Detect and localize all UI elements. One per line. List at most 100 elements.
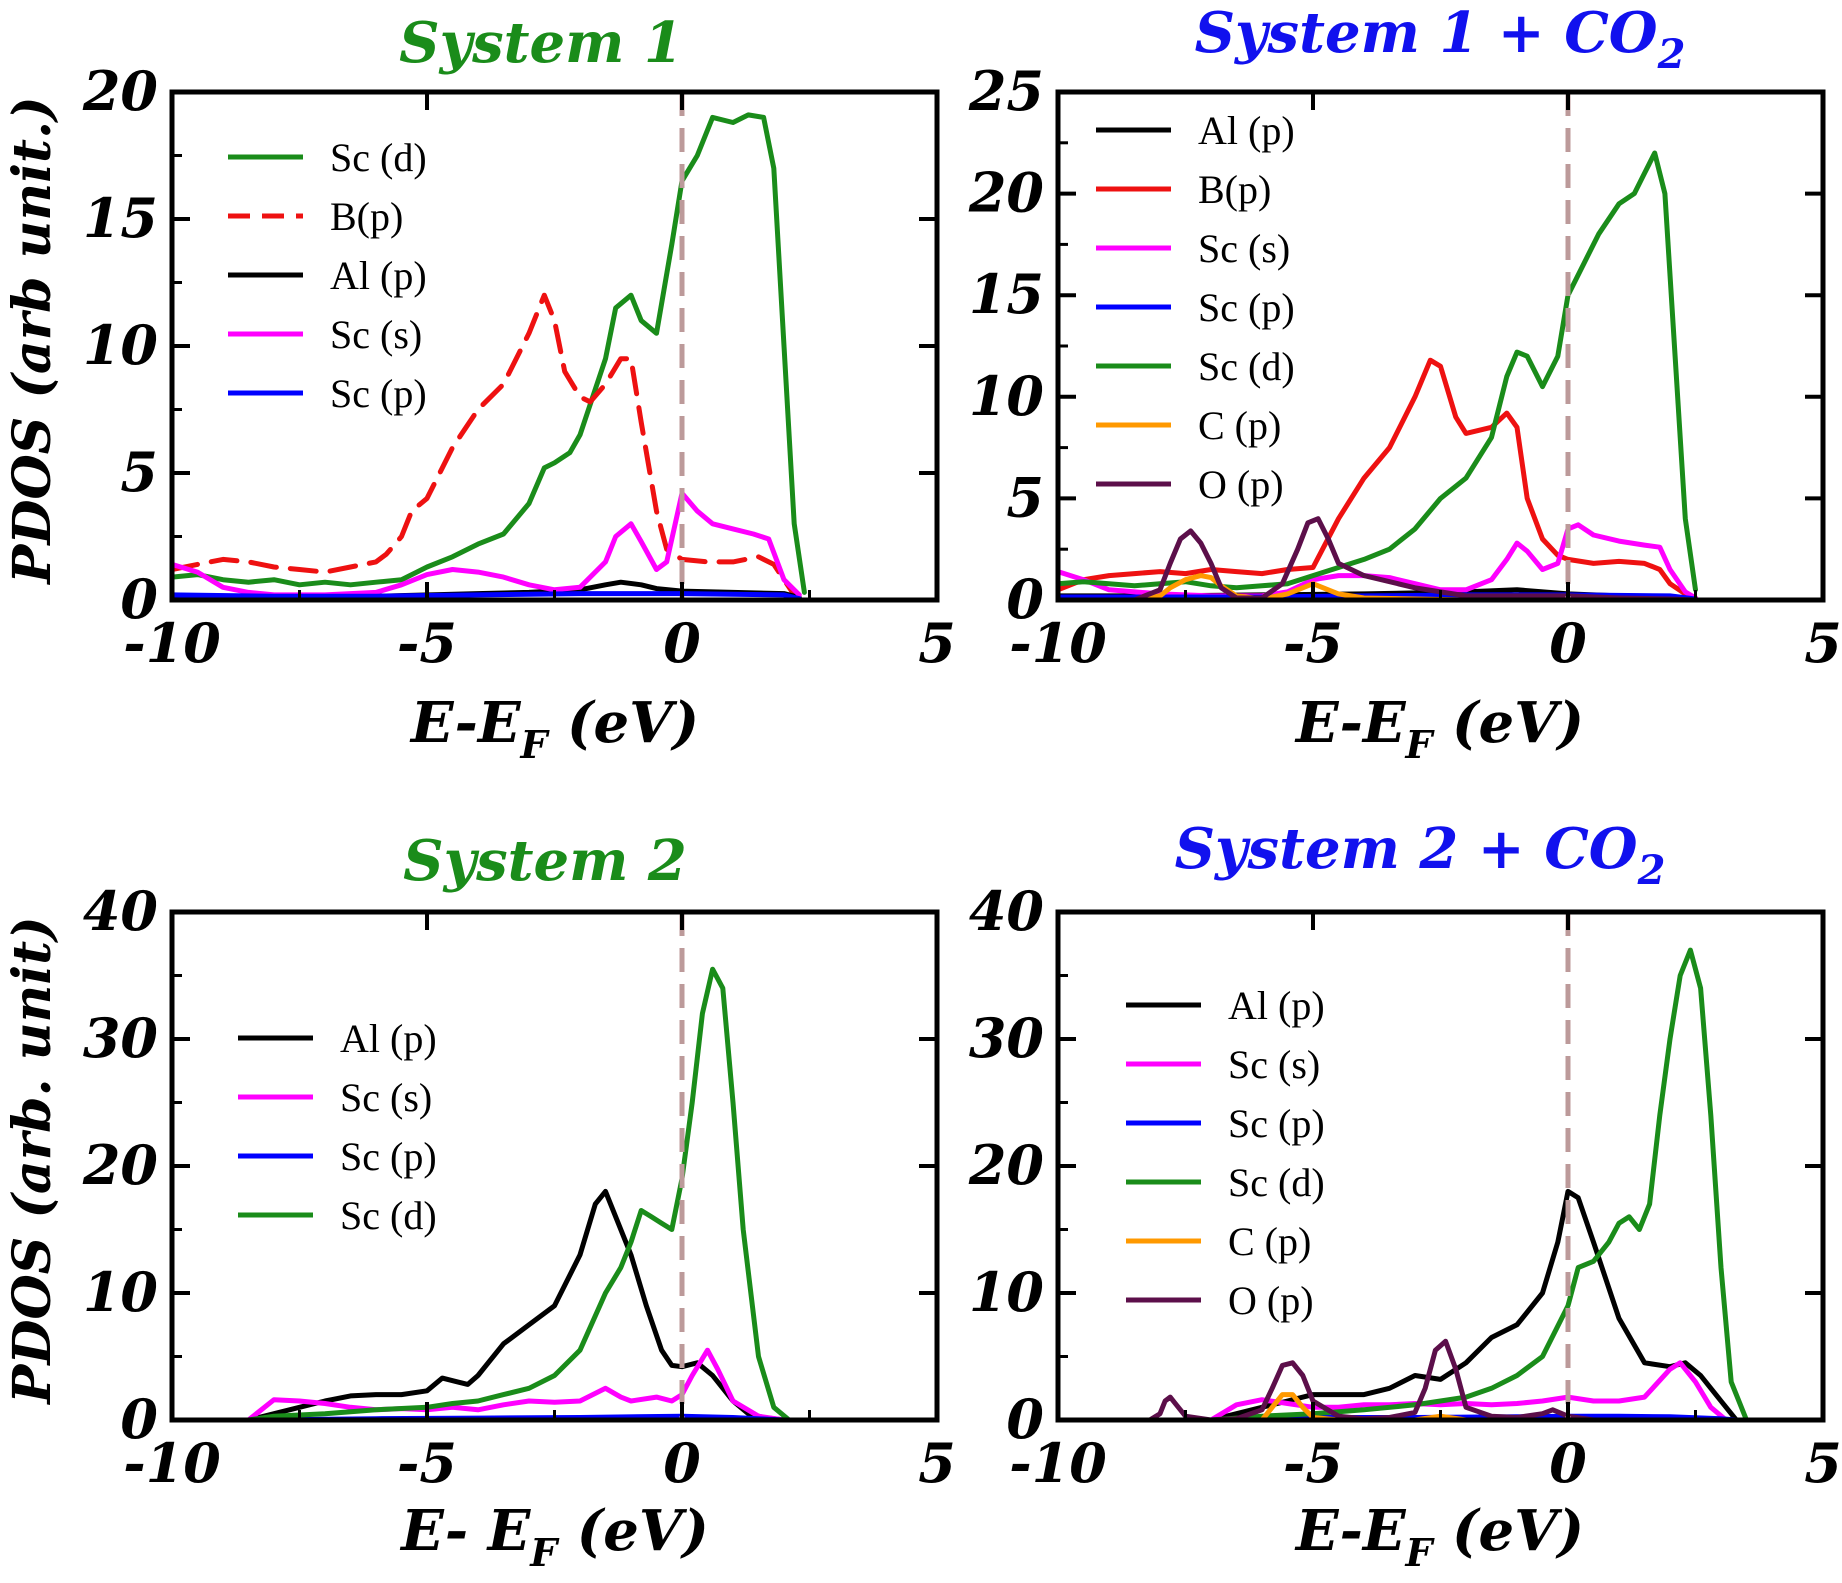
series-o-p — [1147, 1338, 1596, 1420]
x-axis-label-sub: F — [1405, 722, 1436, 767]
x-tick-label: 5 — [1804, 611, 1842, 675]
legend-label: Al (p) — [330, 253, 427, 298]
legend-label: Al (p) — [340, 1016, 437, 1061]
x-tick-label: -5 — [1283, 611, 1343, 675]
legend-label: Sc (s) — [1198, 226, 1290, 271]
y-tick-label: 20 — [968, 161, 1044, 225]
y-tick-label: 25 — [968, 59, 1044, 123]
x-axis-label: E-EF (eV) — [409, 690, 699, 767]
y-tick-label: 15 — [969, 262, 1044, 326]
panel-title: System 2 — [403, 828, 687, 894]
series-sc-d — [1058, 150, 1698, 593]
x-axis-label-tail: (eV) — [557, 1498, 709, 1564]
x-tick-label: -10 — [123, 611, 221, 675]
x-axis-label-main: E-E — [1294, 690, 1407, 756]
plot-frame — [169, 89, 940, 603]
x-tick-label: 0 — [663, 1431, 701, 1495]
panel-title-sub: 2 — [1657, 31, 1686, 78]
y-tick-label: 10 — [969, 364, 1044, 428]
legend-label: Al (p) — [1198, 108, 1295, 153]
panel-title-main: System 1 + CO — [1195, 0, 1658, 66]
legend-label: Al (p) — [1228, 983, 1325, 1028]
x-tick-label: -10 — [123, 1431, 221, 1495]
y-tick-label: 15 — [83, 186, 158, 250]
series-o-p — [1058, 516, 1698, 600]
legend-label: C (p) — [1228, 1219, 1311, 1264]
x-tick-label: -5 — [397, 611, 457, 675]
legend-label: Sc (s) — [1228, 1042, 1320, 1087]
plot-area: -10 -5 0 5 0 5 10 15 20 25 — [968, 59, 1842, 675]
legend-label: O (p) — [1228, 1278, 1314, 1323]
x-tick-label: -10 — [1009, 1431, 1107, 1495]
x-axis-label: E- EF (eV) — [399, 1498, 709, 1575]
series-al-p — [246, 1188, 787, 1420]
legend-label: Sc (s) — [340, 1075, 432, 1120]
x-axis-label-tail: (eV) — [1433, 1498, 1585, 1564]
legend-label: Sc (d) — [1228, 1160, 1325, 1205]
panel-title: System 1 + CO2 — [1195, 0, 1686, 78]
panel-system-2-co2: System 2 + CO2 E-EF (eV) -10 -5 0 5 0 10 20 30 4… — [968, 816, 1842, 1575]
x-axis-label: E-EF (eV) — [1294, 1498, 1584, 1575]
legend-label: Sc (p) — [340, 1134, 437, 1179]
x-axis-label-sub: F — [529, 1530, 560, 1575]
x-axis-label-main: E-E — [409, 690, 522, 756]
x-axis-label-tail: (eV) — [1433, 690, 1585, 756]
panel-title: System 1 — [399, 10, 683, 76]
legend: Sc (d) B(p) Al (p) Sc (s) Sc (p) — [228, 135, 427, 416]
x-axis-label-tail: (eV) — [548, 690, 700, 756]
x-tick-label: 0 — [663, 611, 701, 675]
x-tick-label: -10 — [1009, 611, 1107, 675]
series-b-p — [172, 292, 797, 598]
x-tick-label: 0 — [1549, 1431, 1587, 1495]
legend-label: Sc (d) — [330, 135, 427, 180]
x-tick-label: -5 — [397, 1431, 457, 1495]
series-sc-d — [172, 112, 807, 595]
series-b-p — [1058, 357, 1698, 600]
panel-title: System 2 + CO2 — [1175, 816, 1666, 894]
y-tick-label: 0 — [1006, 1387, 1044, 1451]
panel-system-1-co2: System 1 + CO2 E-EF (eV) -10 -5 0 5 0 5 10 15 20… — [968, 0, 1842, 767]
y-axis-label: PDOS (arb unit.) — [2, 96, 63, 585]
plot-frame — [1055, 89, 1826, 603]
y-tick-label: 40 — [969, 879, 1044, 943]
series-sc-p — [172, 591, 802, 600]
x-tick-label: -5 — [1283, 1431, 1343, 1495]
y-tick-label: 5 — [1006, 465, 1044, 529]
series-sc-p — [1058, 592, 1698, 600]
y-tick-label: 0 — [1006, 567, 1044, 631]
plot-area: -10 -5 0 5 0 10 20 30 40 — [968, 879, 1842, 1495]
legend-label: O (p) — [1198, 462, 1284, 507]
x-axis-label-main: E- E — [399, 1498, 531, 1564]
y-tick-label: 10 — [83, 313, 158, 377]
series-group — [246, 966, 792, 1420]
series-group — [172, 112, 807, 600]
legend-label: Sc (d) — [1198, 344, 1295, 389]
x-axis-label: E-EF (eV) — [1294, 690, 1584, 767]
panel-title-sub: 2 — [1637, 847, 1666, 894]
y-tick-label: 20 — [968, 1133, 1044, 1197]
legend-label: Sc (p) — [1198, 285, 1295, 330]
legend-label: Sc (d) — [340, 1193, 437, 1238]
x-axis-label-sub: F — [1405, 1530, 1436, 1575]
x-axis-label-main: E-E — [1294, 1498, 1407, 1564]
legend: Al (p) Sc (s) Sc (p) Sc (d) — [238, 1016, 437, 1238]
series-sc-s — [246, 1347, 787, 1420]
y-tick-label: 20 — [82, 59, 158, 123]
plot-frame — [169, 909, 940, 1423]
y-tick-label: 10 — [969, 1260, 1044, 1324]
y-tick-label: 10 — [83, 1260, 158, 1324]
y-tick-label: 5 — [120, 440, 158, 504]
panel-system-2: System 2 PDOS (arb. unit) E- EF (eV) -10… — [2, 828, 956, 1575]
series-group — [1058, 150, 1698, 600]
x-tick-label: 5 — [1804, 1431, 1842, 1495]
series-sc-s — [1208, 1360, 1729, 1420]
panel-title-main: System 2 + CO — [1175, 816, 1638, 882]
series-sc-d — [1208, 947, 1749, 1420]
plot-area: -10 -5 0 5 0 5 10 15 20 — [82, 59, 956, 675]
legend-label: Sc (p) — [1228, 1101, 1325, 1146]
series-sc-d — [246, 966, 792, 1420]
legend-label: C (p) — [1198, 403, 1281, 448]
y-tick-label: 30 — [969, 1006, 1044, 1070]
x-axis-label-sub: F — [520, 722, 551, 767]
